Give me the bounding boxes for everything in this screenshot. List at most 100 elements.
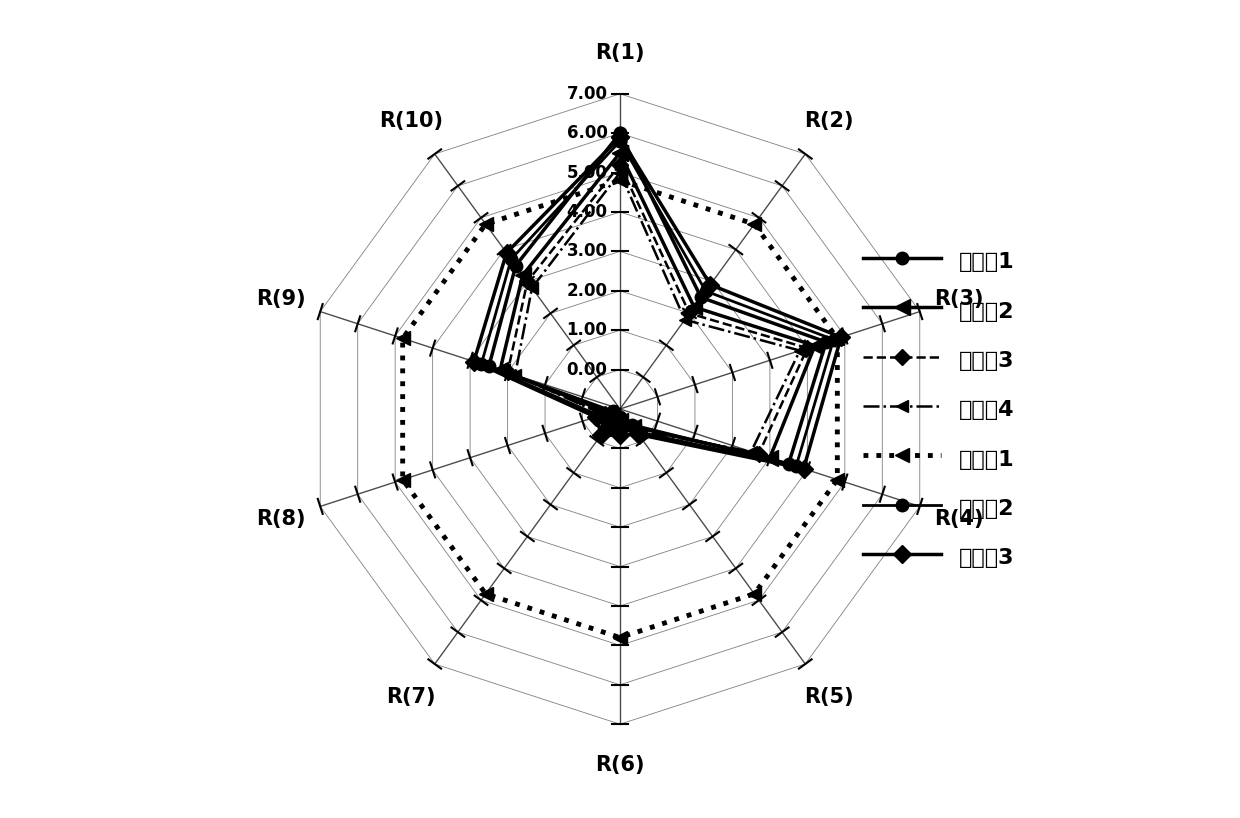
实施例2 (629, 426, 644, 436)
对比例4 (627, 425, 642, 434)
Text: R(6): R(6) (595, 755, 645, 775)
实施例3 (466, 357, 481, 366)
对比例2 (613, 148, 627, 158)
对比例1 (601, 420, 616, 429)
对比例3 (626, 423, 641, 433)
实施例3 (833, 332, 848, 342)
实施例2 (613, 136, 627, 146)
实施例2 (698, 286, 713, 296)
对比例3 (751, 449, 766, 459)
实施例1 (479, 219, 494, 229)
Text: R(5): R(5) (805, 687, 854, 707)
Text: 0.00: 0.00 (567, 361, 608, 379)
Text: R(10): R(10) (378, 111, 443, 131)
对比例1 (605, 407, 620, 416)
实施例1 (830, 334, 844, 344)
对比例3 (613, 420, 627, 429)
对比例1 (781, 459, 796, 469)
对比例2 (613, 148, 627, 158)
对比例3 (500, 367, 515, 377)
对比例3 (599, 423, 614, 433)
实施例3 (613, 133, 627, 142)
对比例1 (624, 420, 639, 429)
实施例3 (588, 412, 603, 422)
对比例2 (763, 453, 777, 463)
对比例4 (595, 410, 610, 420)
对比例1 (613, 128, 627, 138)
对比例1 (508, 261, 523, 271)
Text: 7.00: 7.00 (567, 85, 608, 103)
Line: 实施例2: 实施例2 (475, 135, 839, 473)
实施例2 (503, 254, 518, 264)
对比例3 (682, 308, 697, 318)
实施例2 (591, 411, 606, 420)
对比例3 (613, 160, 627, 169)
实施例3 (594, 429, 609, 439)
Text: R(1): R(1) (595, 43, 645, 63)
Line: 实施例3: 实施例3 (467, 131, 847, 475)
对比例4 (525, 283, 539, 293)
实施例3 (796, 464, 811, 474)
Legend: 对比例1, 对比例2, 对比例3, 对比例4, 实施例1, 实施例2, 实施例3: 对比例1, 对比例2, 对比例3, 对比例4, 实施例1, 实施例2, 实施例3 (852, 236, 1025, 582)
对比例4 (613, 168, 627, 178)
Line: 对比例4: 对比例4 (510, 167, 806, 457)
Text: R(3): R(3) (934, 289, 983, 309)
对比例1 (818, 337, 833, 347)
实施例1 (396, 334, 410, 344)
对比例3 (520, 276, 534, 286)
对比例2 (613, 416, 627, 425)
Text: R(4): R(4) (934, 509, 983, 529)
对比例4 (598, 425, 613, 434)
Text: R(9): R(9) (257, 289, 306, 309)
Line: 对比例2: 对比例2 (492, 146, 822, 465)
对比例1 (613, 412, 627, 422)
实施例2 (613, 136, 627, 146)
对比例4 (613, 422, 627, 432)
对比例1 (481, 362, 496, 371)
Text: 6.00: 6.00 (567, 124, 608, 142)
Text: 1.00: 1.00 (567, 321, 608, 339)
Text: 3.00: 3.00 (567, 242, 608, 260)
Text: 5.00: 5.00 (567, 164, 608, 182)
对比例2 (807, 341, 822, 351)
实施例2 (474, 359, 489, 369)
实施例2 (596, 426, 611, 436)
实施例3 (613, 133, 627, 142)
实施例3 (703, 280, 718, 290)
实施例2 (826, 335, 841, 344)
对比例2 (516, 270, 531, 280)
Text: R(8): R(8) (257, 509, 306, 529)
对比例3 (598, 409, 613, 419)
Line: 对比例3: 对比例3 (502, 160, 813, 460)
实施例1 (396, 474, 410, 484)
对比例4 (792, 346, 807, 356)
实施例3 (613, 429, 627, 439)
实施例1 (746, 219, 761, 229)
Text: R(2): R(2) (805, 111, 854, 131)
对比例2 (601, 407, 616, 417)
对比例3 (800, 344, 815, 353)
实施例1 (613, 176, 627, 186)
实施例2 (789, 461, 804, 471)
对比例4 (744, 447, 759, 456)
实施例3 (498, 248, 513, 258)
Line: 对比例1: 对比例1 (482, 127, 832, 470)
实施例1 (746, 589, 761, 599)
Text: 4.00: 4.00 (567, 203, 608, 221)
实施例1 (479, 589, 494, 599)
对比例2 (600, 421, 615, 431)
对比例2 (492, 365, 507, 375)
实施例1 (613, 632, 627, 642)
对比例4 (613, 168, 627, 178)
实施例3 (631, 429, 646, 439)
Line: 实施例1: 实施例1 (396, 173, 844, 645)
对比例4 (507, 370, 522, 380)
对比例4 (677, 315, 692, 325)
对比例2 (625, 421, 640, 431)
对比例1 (613, 128, 627, 138)
对比例2 (687, 302, 702, 312)
Text: R(7): R(7) (386, 687, 435, 707)
实施例1 (830, 474, 844, 484)
实施例2 (613, 425, 627, 435)
实施例1 (613, 176, 627, 186)
